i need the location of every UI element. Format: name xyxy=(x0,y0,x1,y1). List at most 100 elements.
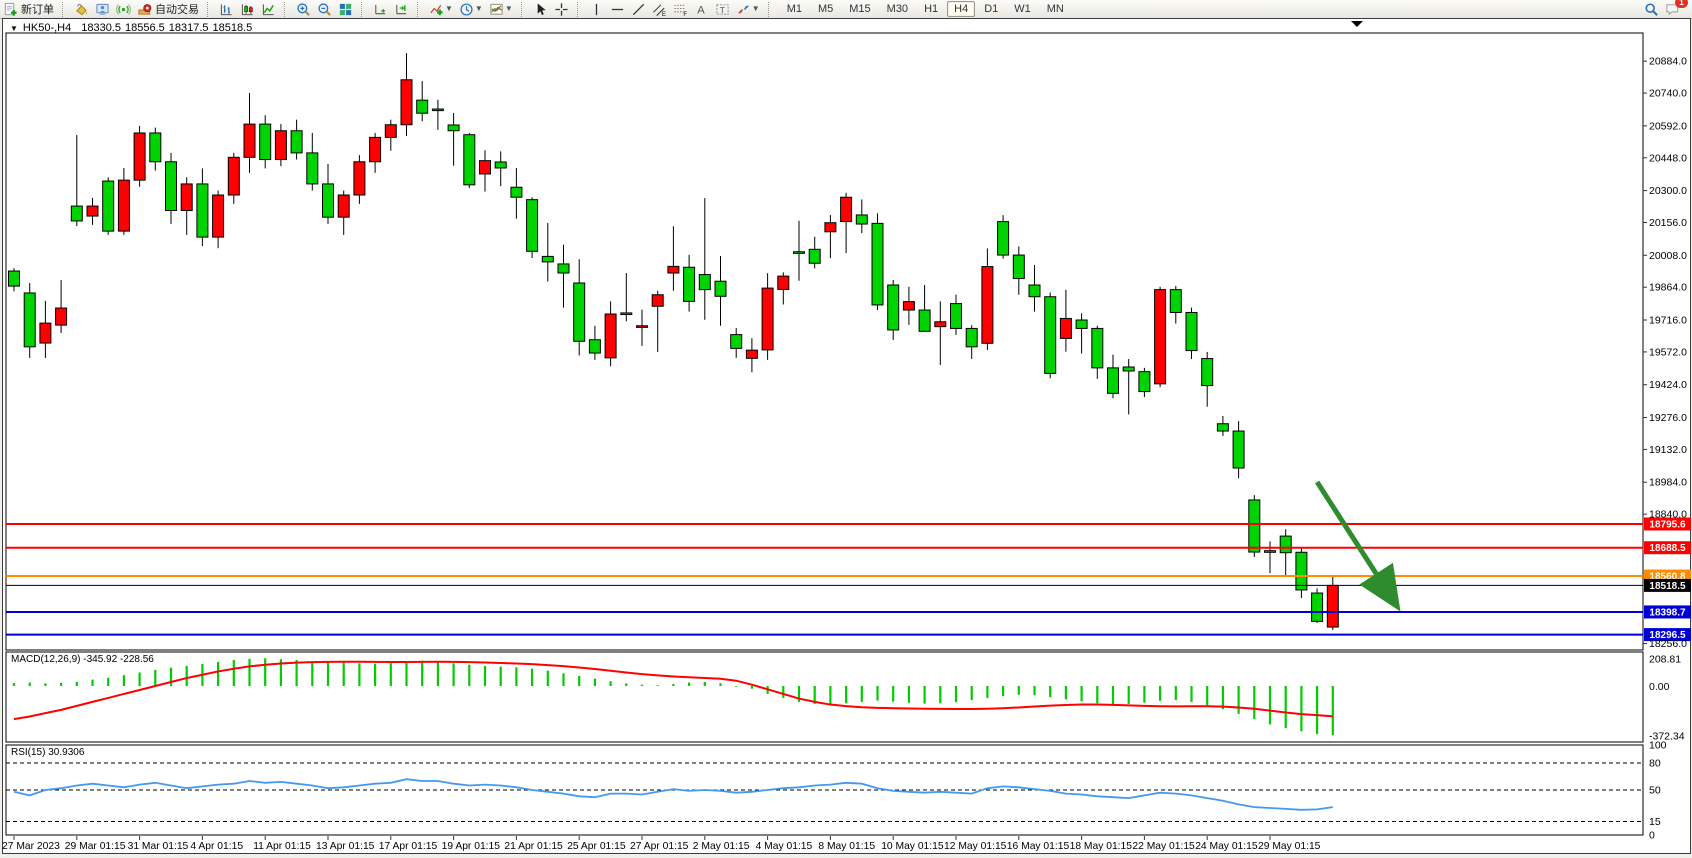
candle xyxy=(196,183,209,238)
candle xyxy=(730,334,743,349)
horizontal-line-button[interactable] xyxy=(608,1,627,17)
indicators-button[interactable]: ▼ xyxy=(427,1,455,17)
timeframe-button-h1[interactable]: H1 xyxy=(924,3,939,15)
candle xyxy=(526,199,539,252)
toolbar-separator xyxy=(361,1,366,17)
periods-button[interactable]: ▼ xyxy=(457,1,485,17)
bar-low: 18317.5 xyxy=(168,22,209,34)
svg-text:20592.0: 20592.0 xyxy=(1649,120,1687,132)
panel-borders xyxy=(5,32,1644,836)
candle xyxy=(8,270,20,287)
svg-text:13 Apr 01:15: 13 Apr 01:15 xyxy=(316,841,375,852)
candle xyxy=(824,222,837,233)
candle xyxy=(1122,366,1135,372)
candle xyxy=(698,274,711,291)
timeframe-button-mn[interactable]: MN xyxy=(1046,3,1064,15)
horizontal-lines[interactable] xyxy=(6,522,1643,636)
svg-text:27 Mar 2023: 27 Mar 2023 xyxy=(2,841,60,852)
search-button[interactable] xyxy=(1642,1,1661,17)
svg-text:19424.0: 19424.0 xyxy=(1649,379,1687,391)
candle xyxy=(1295,551,1308,591)
svg-text:29 May 01:15: 29 May 01:15 xyxy=(1258,841,1321,852)
cursor-button[interactable] xyxy=(531,1,550,17)
new-order-label: 新订单 xyxy=(21,4,54,16)
timeframe-button-m30[interactable]: M30 xyxy=(886,3,909,15)
svg-text:18 May 01:15: 18 May 01:15 xyxy=(1070,841,1133,852)
auto-scroll-button[interactable] xyxy=(371,1,390,17)
macd-signal-line xyxy=(13,660,1333,721)
chart-shift-marker[interactable] xyxy=(1351,21,1363,27)
signal-button[interactable] xyxy=(114,1,133,17)
candle xyxy=(981,266,994,344)
toolbar-separator xyxy=(767,1,773,17)
trendline-button[interactable] xyxy=(629,1,648,17)
timeframe-button-w1[interactable]: W1 xyxy=(1014,3,1031,15)
candle xyxy=(165,161,177,212)
candle xyxy=(243,123,256,158)
tile-windows-button[interactable] xyxy=(336,1,355,17)
candlestick-series xyxy=(8,53,1339,630)
bar-chart-icon xyxy=(219,2,234,17)
rsi-panel: 100 80 50 15 0 xyxy=(6,740,1667,842)
chat-button[interactable]: 1 xyxy=(1663,0,1688,17)
line-chart-icon xyxy=(261,2,276,17)
text-icon: A xyxy=(694,2,709,17)
svg-text:19716.0: 19716.0 xyxy=(1649,315,1687,327)
zoom-in-icon xyxy=(296,2,311,17)
arrows-button[interactable]: ▼ xyxy=(734,1,762,17)
candle xyxy=(620,312,633,316)
autotrade-button[interactable]: 自动交易 xyxy=(135,1,201,17)
text-label-button[interactable]: T xyxy=(713,1,732,17)
chevron-down-icon: ▼ xyxy=(445,4,453,13)
candle xyxy=(1232,430,1245,469)
text-button[interactable]: A xyxy=(692,1,711,17)
candle xyxy=(604,313,617,359)
paint-bucket-button[interactable] xyxy=(72,1,91,17)
vertical-line-button[interactable] xyxy=(587,1,606,17)
svg-text:E: E xyxy=(662,11,666,17)
chart-shift-button[interactable] xyxy=(392,1,411,17)
candle xyxy=(1216,423,1229,432)
candle xyxy=(447,124,460,132)
candle xyxy=(1028,284,1041,298)
new-order-button[interactable]: 新订单 xyxy=(1,1,56,17)
svg-text:24 May 01:15: 24 May 01:15 xyxy=(1195,841,1258,852)
candle xyxy=(23,292,36,348)
trend-arrow-annotation[interactable] xyxy=(1314,480,1401,612)
timeframe-button-m5[interactable]: M5 xyxy=(817,3,834,15)
candle xyxy=(55,307,68,326)
chart-title: ▼ HK50-,H4 18330.5 18556.5 18317.5 18518.5 xyxy=(10,22,256,34)
equidistant-channel-button[interactable]: E xyxy=(650,1,669,17)
candle xyxy=(463,134,476,186)
signal-icon xyxy=(116,2,131,17)
svg-text:11 Apr 01:15: 11 Apr 01:15 xyxy=(253,841,311,852)
timeframe-button-d1[interactable]: D1 xyxy=(984,3,999,15)
line-chart-button[interactable] xyxy=(259,1,278,17)
candle xyxy=(274,130,287,161)
templates-button[interactable]: ▼ xyxy=(487,1,515,17)
timeframe-button-m15[interactable]: M15 xyxy=(849,3,871,15)
svg-text:19 Apr 01:15: 19 Apr 01:15 xyxy=(442,841,501,852)
candle xyxy=(1185,311,1198,352)
zoom-out-button[interactable] xyxy=(315,1,334,17)
timeframe-button-h4[interactable]: H4 xyxy=(947,1,976,17)
bar-chart-button[interactable] xyxy=(217,1,236,17)
svg-text:T: T xyxy=(719,4,724,14)
text-label-icon: T xyxy=(715,2,730,17)
crosshair-button[interactable] xyxy=(552,1,571,17)
rsi-indicator-label: RSI(15) 30.9306 xyxy=(11,747,85,758)
timeframe-button-m1[interactable]: M1 xyxy=(786,3,802,15)
indicators-icon xyxy=(429,2,444,17)
zoom-in-button[interactable] xyxy=(294,1,313,17)
svg-text:18795.6: 18795.6 xyxy=(1649,519,1686,530)
tile-windows-icon xyxy=(338,2,353,17)
chart-shift-icon xyxy=(394,2,409,17)
candle xyxy=(1154,289,1167,385)
terminal-button[interactable] xyxy=(93,1,112,17)
candle xyxy=(1311,592,1324,622)
svg-text:20884.0: 20884.0 xyxy=(1649,56,1687,68)
symbol-dropdown-icon[interactable]: ▼ xyxy=(10,24,18,33)
candlestick-chart-button[interactable] xyxy=(238,1,257,17)
fibonacci-button[interactable]: F xyxy=(671,1,690,17)
